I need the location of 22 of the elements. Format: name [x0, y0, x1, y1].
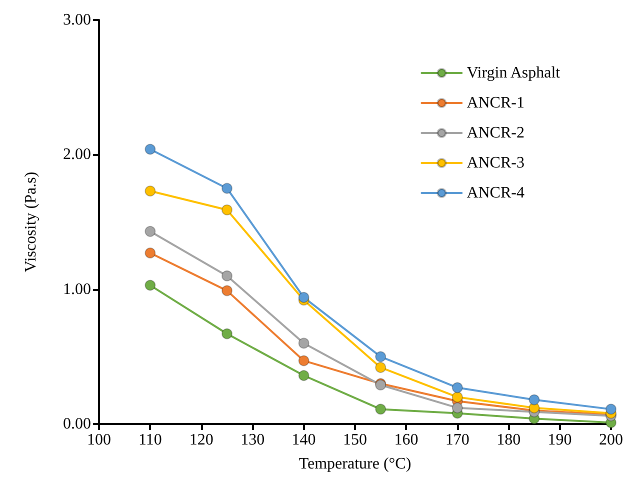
y-tick-label: 1.00	[63, 280, 91, 298]
y-tick-label: 3.00	[63, 12, 91, 28]
x-tick-label: 140	[292, 432, 316, 448]
x-tick-label: 110	[138, 432, 162, 448]
x-tick-label: 130	[240, 432, 265, 448]
y-axis-title: Viscosity (Pa.s)	[22, 172, 40, 272]
x-tick-label: 160	[394, 432, 418, 448]
x-tick-label: 100	[87, 432, 111, 448]
x-axis-title: Temperature (°C)	[298, 456, 412, 472]
x-tick-label: 190	[548, 432, 572, 448]
legend-label: ANCR-4	[466, 184, 524, 202]
legend-label: ANCR-2	[466, 124, 524, 142]
x-tick-label: 120	[189, 432, 214, 448]
y-tick-label: 0.00	[63, 416, 91, 432]
x-tick-label: 170	[445, 432, 470, 448]
legend-label: Virgin Asphalt	[466, 64, 561, 82]
y-tick-label: 2.00	[63, 146, 91, 164]
legend-label: ANCR-1	[466, 94, 524, 112]
x-tick-label: 150	[343, 432, 367, 448]
x-tick-label: 180	[496, 432, 521, 448]
legend-label: ANCR-3	[466, 154, 524, 172]
x-tick-label: 200	[599, 432, 623, 448]
